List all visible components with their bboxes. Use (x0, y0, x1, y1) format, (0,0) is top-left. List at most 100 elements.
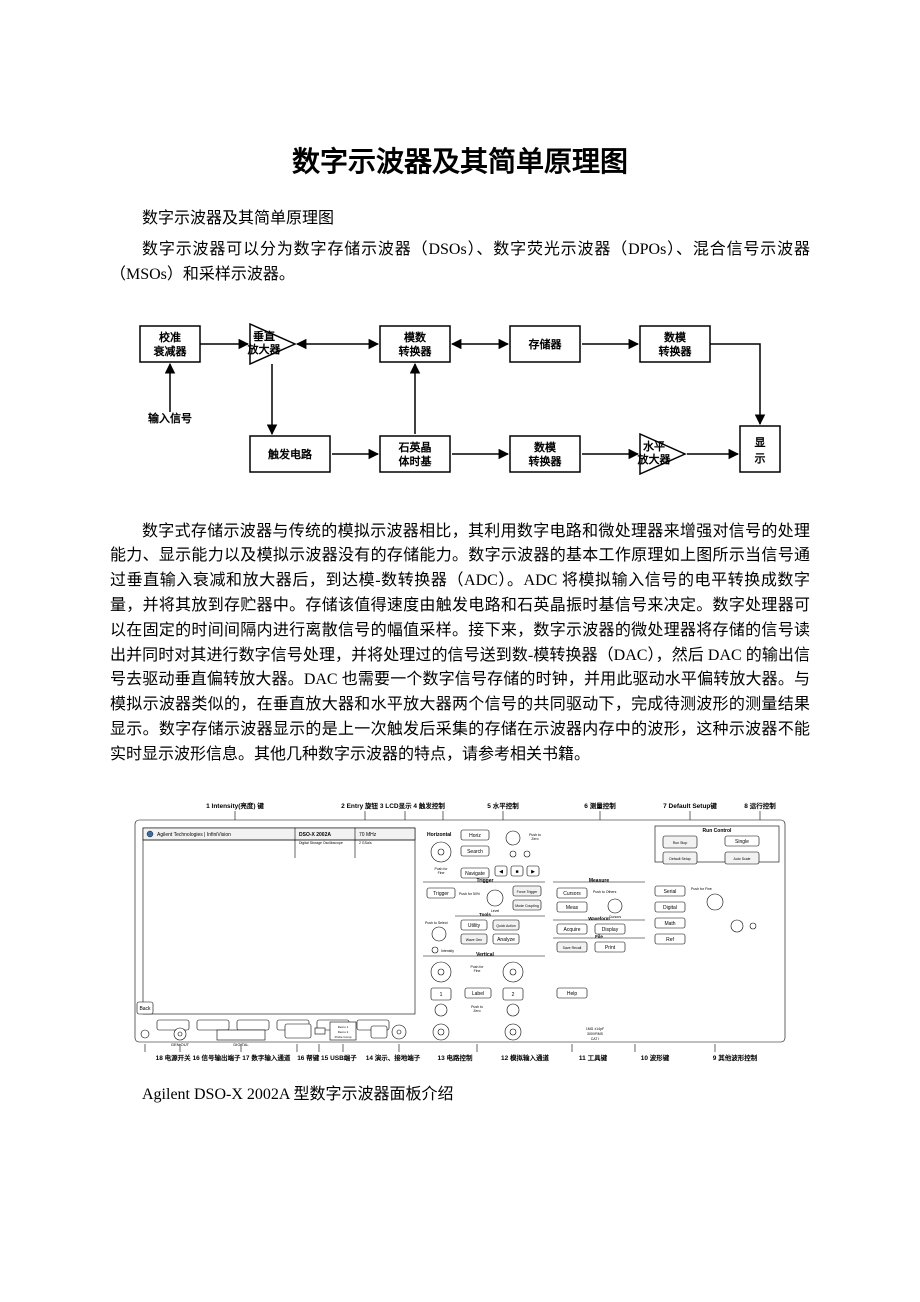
svg-text:Push for Fine: Push for Fine (691, 887, 712, 891)
btn-horiz: Horiz (469, 833, 481, 839)
btn-utility: Utility (468, 923, 481, 929)
btn-ref: Ref (666, 937, 674, 943)
section-run: Run Control (703, 828, 732, 834)
screen-freq: 70 MHz (359, 832, 377, 838)
node-vamp-l1: 垂直 (253, 329, 275, 343)
svg-text:Fine: Fine (438, 871, 445, 875)
svg-text:CAT I: CAT I (591, 1037, 600, 1041)
btn-quick: Quick Action (496, 924, 516, 928)
section-trigger: Trigger (477, 878, 494, 884)
btn-navigate: Navigate (465, 871, 485, 877)
svg-text:2: 2 (512, 992, 515, 998)
top-label-6: 8 运行控制 (744, 801, 776, 810)
section-horizontal: Horizontal (427, 832, 452, 838)
btn-single: Single (735, 839, 749, 845)
svg-text:Zero: Zero (531, 837, 538, 841)
block-diagram: 校准 衰减器 垂直 放大器 模数 转换器 存储器 数模 转换器 输入信号 触发电… (120, 306, 800, 496)
node-adc-l2: 转换器 (399, 344, 433, 358)
svg-text:Level: Level (491, 909, 500, 913)
page-title: 数字示波器及其简单原理图 (110, 140, 810, 180)
btn-display: Display (602, 927, 619, 933)
node-adc-l1: 模数 (404, 330, 427, 344)
section-waveform: Waveform (588, 916, 610, 921)
svg-text:DIGITAL: DIGITAL (233, 1042, 249, 1047)
svg-text:Demo 2: Demo 2 (338, 1030, 349, 1034)
btn-intensity: Intensity (441, 949, 454, 953)
btn-default: Default Setup (669, 857, 690, 861)
section-measure: Measure (589, 878, 610, 884)
node-atten-l1: 校准 (159, 330, 181, 344)
btn-help: Help (567, 991, 578, 997)
btn-serial: Serial (664, 889, 677, 895)
svg-text:300VRMS: 300VRMS (587, 1032, 604, 1036)
btn-force: Force Trigger (517, 890, 539, 894)
btn-runstop: Run Stop (673, 841, 688, 845)
svg-text:▶: ▶ (531, 869, 535, 875)
svg-text:1MΩ ±14pF: 1MΩ ±14pF (586, 1027, 604, 1031)
svg-text:Probe Comp: Probe Comp (335, 1035, 352, 1039)
btn-label: Label (472, 991, 484, 997)
top-label-4: 6 测量控制 (584, 801, 616, 810)
svg-text:Fine: Fine (474, 969, 481, 973)
node-mem: 存储器 (529, 337, 563, 351)
screen-header: Agilent Technologies | InfiniVision (157, 832, 231, 838)
svg-text:◀: ◀ (499, 869, 503, 875)
top-label-3: 5 水平控制 (487, 801, 519, 810)
svg-text:Demo 1: Demo 1 (338, 1025, 349, 1029)
node-disp-l2: 示 (754, 452, 766, 465)
node-input: 输入信号 (148, 411, 192, 425)
bot-label-4: 13 电路控制 (437, 1053, 473, 1062)
btn-digital: Digital (663, 905, 677, 911)
node-dac1-l1: 数模 (664, 330, 687, 344)
node-dac2-l2: 转换器 (529, 454, 563, 468)
bot-label-7: 10 波形键 (641, 1053, 670, 1062)
back-button: Back (139, 1006, 151, 1012)
screen-model-sub: Digital Storage Oscilloscope (299, 841, 343, 845)
node-vamp-l2: 放大器 (247, 342, 282, 356)
bot-label-6: 11 工具键 (579, 1053, 608, 1062)
btn-push-others: Push to Others (593, 890, 617, 894)
btn-save: Save Recall (563, 946, 582, 950)
node-trig: 触发电路 (267, 447, 313, 461)
btn-push50: Push for 50% (459, 892, 480, 896)
svg-text:2 GSa/s: 2 GSa/s (359, 841, 372, 845)
bot-label-3: 14 演示、接地端子 (366, 1053, 421, 1062)
node-atten-l2: 衰减器 (153, 344, 188, 358)
node-dac2-l1: 数模 (534, 440, 557, 454)
btn-cursors: Cursors (563, 891, 581, 897)
panel-diagram: 1 Intensity(亮度) 键 2 Entry 旋钮 3 LCD显示 4 触… (125, 798, 795, 1068)
top-label-2: 2 Entry 旋钮 3 LCD显示 4 触发控制 (341, 801, 445, 810)
btn-print: Print (605, 945, 616, 951)
bot-label-8: 9 其他波形控制 (713, 1053, 758, 1062)
btn-wavegen: Wave Gen (466, 938, 482, 942)
svg-text:■: ■ (515, 869, 518, 875)
svg-text:Cursors: Cursors (609, 915, 622, 919)
body-paragraph: 数字式存储示波器与传统的模拟示波器相比，其利用数字电路和微处理器来增强对信号的处… (110, 520, 810, 768)
bot-label-5: 12 模拟输入通道 (501, 1053, 550, 1062)
svg-text:1: 1 (440, 992, 443, 998)
section-vertical: Vertical (476, 952, 494, 958)
svg-text:Trigger: Trigger (433, 891, 449, 897)
node-xtal-l2: 体时基 (399, 454, 433, 468)
bot-label-2: 16 帮键 15 USB端子 (297, 1053, 357, 1062)
btn-meas: Meas (566, 905, 579, 911)
btn-mode: Mode Coupling (515, 904, 539, 908)
section-file: File (595, 934, 603, 939)
btn-analyze: Analyze (497, 937, 515, 943)
node-hamp-l1: 水平 (643, 439, 665, 453)
btn-search: Search (467, 849, 483, 855)
bot-label-1: 18 电源开关 16 信号输出端子 17 数字输入通道 (156, 1053, 291, 1062)
section-tools: Tools (479, 912, 491, 917)
btn-acquire: Acquire (564, 927, 581, 933)
screen-model: DSO-X 2002A (299, 832, 331, 838)
node-hamp-l2: 放大器 (637, 452, 672, 466)
btn-autoscale: Auto Scale (734, 857, 751, 861)
node-dac1-l2: 转换器 (659, 344, 693, 358)
node-xtal-l1: 石英晶 (398, 440, 432, 454)
btn-math: Math (664, 921, 675, 927)
subtitle: 数字示波器及其简单原理图 (110, 204, 810, 228)
intro-paragraph: 数字示波器可以分为数字存储示波器（DSOs）、数字荧光示波器（DPOs）、混合信… (110, 238, 810, 288)
svg-text:Zero: Zero (473, 1009, 480, 1013)
btn-push-select: Push to Select (425, 921, 448, 925)
node-disp-l1: 显 (755, 436, 766, 449)
